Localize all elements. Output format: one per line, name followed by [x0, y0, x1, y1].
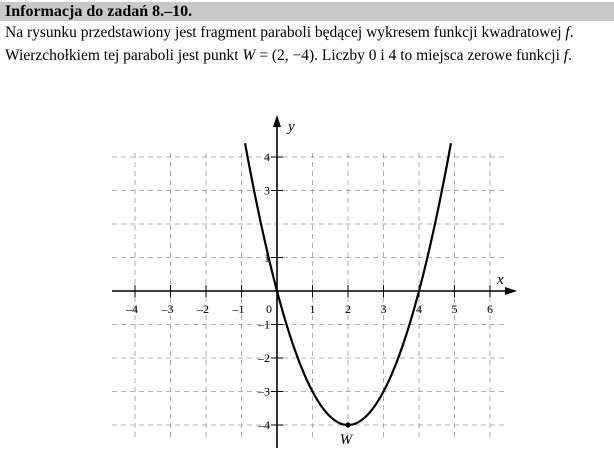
function-name-f: f	[565, 24, 570, 41]
x-tick-label: –1	[232, 302, 245, 316]
chart-labels: x y –4 –3 –2 –1 1 2 3 4 5 6 4 3 1 –1 –2 –3 –4 0 W	[125, 119, 504, 448]
function-name-f-2: f	[563, 47, 569, 64]
chart-curve	[243, 143, 453, 428]
y-tick-label: –4	[257, 418, 270, 432]
x-tick-label: 3	[381, 302, 387, 316]
vertex-point	[345, 422, 351, 428]
x-tick-label: 2	[345, 302, 351, 316]
y-tick-label: –1	[257, 318, 270, 332]
intro-line-1-end: .	[569, 24, 574, 41]
x-axis-arrow	[505, 287, 517, 295]
header-bar: Informacja do zadań 8.–10.	[0, 2, 614, 21]
y-axis-arrow	[273, 115, 281, 127]
x-tick-label: 6	[487, 302, 493, 316]
y-tick-label: –2	[257, 351, 270, 365]
x-axis-label: x	[496, 272, 504, 288]
intro-line-1: Na rysunku przedstawiony jest fragment p…	[5, 23, 574, 43]
y-tick-label: 4	[264, 150, 270, 164]
x-tick-label: 1	[310, 302, 316, 316]
header-title: Informacja do zadań 8.–10.	[5, 3, 193, 20]
intro-line-1-text: Na rysunku przedstawiony jest fragment p…	[5, 24, 562, 41]
x-tick-label: –3	[161, 302, 174, 316]
x-tick-label: –4	[125, 302, 138, 316]
vertex-name-w: W	[242, 47, 256, 64]
chart-grid	[112, 153, 505, 440]
chart-axes	[112, 115, 517, 448]
x-tick-label: –2	[196, 302, 209, 316]
y-tick-label: 1	[264, 251, 270, 265]
intro-line-2-end: .	[568, 47, 572, 64]
y-axis-label: y	[286, 119, 295, 135]
y-tick-label: –3	[257, 385, 270, 399]
vertex-coords: = (2, −4)	[255, 47, 315, 64]
intro-line-2: Wierzchołkiem tej paraboli jest punkt W …	[5, 46, 572, 66]
x-tick-label: 5	[452, 302, 458, 316]
intro-line-2-text-b: . Liczby 0 i 4 to miejsca zerowe funkcji	[314, 47, 560, 64]
y-tick-label: 3	[264, 184, 270, 198]
chart-ticks	[134, 156, 491, 426]
origin-label: 0	[266, 302, 272, 316]
vertex-label: W	[340, 432, 354, 448]
intro-line-2-text-a: Wierzchołkiem tej paraboli jest punkt	[5, 47, 239, 64]
x-tick-label: 4	[416, 302, 422, 316]
